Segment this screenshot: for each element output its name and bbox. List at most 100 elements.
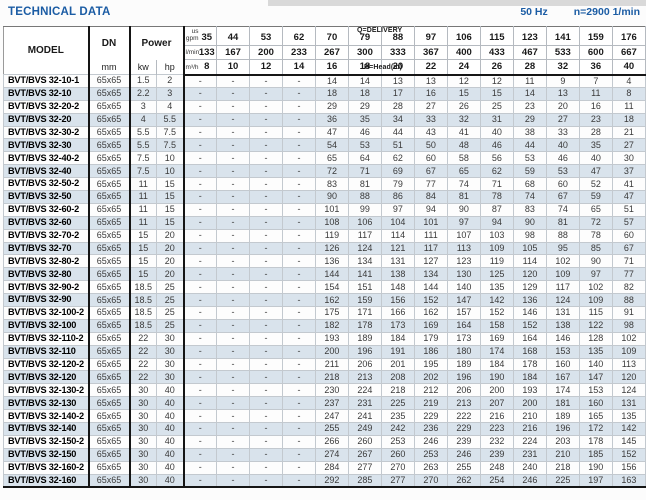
delivery-value: 167 xyxy=(216,45,250,60)
kw-cell: 15 xyxy=(129,267,157,282)
head-cell: 153 xyxy=(545,344,580,359)
model-cell: BVT/BVS 32-120 xyxy=(3,370,90,385)
head-cell: 109 xyxy=(578,293,613,308)
model-cell: BVT/BVS 32-130 xyxy=(3,396,90,411)
head-cell: 152 xyxy=(512,318,547,333)
power-column-header: Power xyxy=(129,26,185,60)
kw-unit-header: kw xyxy=(129,59,157,75)
head-cell: - xyxy=(248,138,283,153)
hp-cell: 20 xyxy=(155,241,185,256)
head-cell: - xyxy=(183,370,217,385)
hp-cell: 25 xyxy=(155,306,185,320)
head-cell: 193 xyxy=(314,331,349,346)
table-row: BVT/BVS 32-70-2 65x65 15 20- - - -119 117 114 111… xyxy=(3,228,646,243)
head-cell: - xyxy=(248,151,283,166)
head-cell: - xyxy=(216,254,250,269)
hp-cell: 40 xyxy=(155,460,185,475)
head-cell: - xyxy=(281,164,316,179)
table-row: BVT/BVS 32-20 65x65 4 5.5- - - -36 35 34 33 32 31 29… xyxy=(3,112,646,127)
delivery-value: l/min 133 xyxy=(183,45,217,60)
delivery-value: 267 xyxy=(314,45,349,60)
head-cell: - xyxy=(281,74,316,88)
head-cell: 102 xyxy=(611,331,646,346)
head-cell: 229 xyxy=(413,409,448,424)
head-cell: 131 xyxy=(611,396,646,411)
head-cell: 124 xyxy=(611,383,646,398)
head-cell: 157 xyxy=(446,306,481,320)
head-cell: 71 xyxy=(347,164,382,179)
head-cell: 162 xyxy=(413,306,448,320)
hp-cell: 7.5 xyxy=(155,125,185,140)
head-cell: 230 xyxy=(314,383,349,398)
head-cell: 237 xyxy=(314,396,349,411)
head-cell: - xyxy=(183,177,217,192)
hp-cell: 40 xyxy=(155,473,185,488)
head-cell: 65 xyxy=(314,151,349,166)
delivery-value: 667 xyxy=(611,45,646,60)
head-cell: 117 xyxy=(413,241,448,256)
head-cell: 140 xyxy=(578,357,613,372)
head-cell: - xyxy=(281,306,316,320)
head-cell: - xyxy=(281,151,316,166)
head-cell: 164 xyxy=(512,331,547,346)
head-cell: 168 xyxy=(512,344,547,359)
head-cell: - xyxy=(281,280,316,295)
head-cell: - xyxy=(183,151,217,166)
delivery-value: 20 xyxy=(380,59,415,76)
head-cell: - xyxy=(216,267,250,282)
head-cell: 40 xyxy=(479,125,514,140)
head-cell: 247 xyxy=(314,409,349,424)
head-cell: 178 xyxy=(578,434,613,449)
head-cell: - xyxy=(248,383,283,398)
head-cell: 254 xyxy=(479,473,514,488)
head-cell: 181 xyxy=(545,396,580,411)
head-cell: 14 xyxy=(314,74,349,88)
head-cell: 106 xyxy=(347,215,382,230)
head-cell: 270 xyxy=(380,460,415,475)
delivery-value: 200 xyxy=(248,45,283,60)
head-cell: - xyxy=(248,344,283,359)
head-cell: 36 xyxy=(314,112,349,127)
table-row: BVT/BVS 32-140 65x65 30 40- - - -255 249 242 236 2… xyxy=(3,422,646,436)
hp-cell: 25 xyxy=(155,318,185,333)
head-cell: 213 xyxy=(347,370,382,385)
table-row: BVT/BVS 32-10-1 65x65 1.5 2- - - -14 14 13 13 12 12… xyxy=(3,74,646,88)
head-cell: 47 xyxy=(611,190,646,204)
head-cell: 117 xyxy=(545,280,580,295)
head-cell: 242 xyxy=(380,422,415,436)
head-cell: - xyxy=(248,293,283,308)
head-cell: 200 xyxy=(479,383,514,398)
head-cell: 166 xyxy=(380,306,415,320)
head-cell: 57 xyxy=(611,215,646,230)
head-cell: 59 xyxy=(578,190,613,204)
head-cell: 144 xyxy=(314,267,349,282)
head-cell: 40 xyxy=(578,151,613,166)
head-cell: 35 xyxy=(578,138,613,153)
head-cell: 189 xyxy=(446,357,481,372)
head-cell: - xyxy=(216,357,250,372)
table-row: BVT/BVS 32-160 65x65 30 40- - - -292 285 277 270 2… xyxy=(3,473,646,488)
head-cell: 206 xyxy=(446,383,481,398)
head-cell: 164 xyxy=(446,318,481,333)
head-cell: 101 xyxy=(314,202,349,217)
hp-cell: 40 xyxy=(155,434,185,449)
dn-cell: 65x65 xyxy=(88,177,131,192)
head-cell: 69 xyxy=(380,164,415,179)
model-cell: BVT/BVS 32-160-2 xyxy=(3,460,90,475)
model-cell: BVT/BVS 32-90 xyxy=(3,293,90,308)
head-cell: 60 xyxy=(545,177,580,192)
table-row: BVT/BVS 32-50 65x65 11 15- - - -90 88 86 84 81 78 74… xyxy=(3,190,646,204)
head-cell: 104 xyxy=(380,215,415,230)
table-row: BVT/BVS 32-130 65x65 30 40- - - -237 231 225 219 2… xyxy=(3,396,646,411)
head-cell: - xyxy=(248,434,283,449)
dn-cell: 65x65 xyxy=(88,228,131,243)
head-cell: - xyxy=(248,280,283,295)
head-cell: 145 xyxy=(611,434,646,449)
head-cell: 144 xyxy=(413,280,448,295)
head-cell: - xyxy=(183,318,217,333)
head-cell: - xyxy=(183,202,217,217)
head-cell: - xyxy=(216,228,250,243)
head-cell: - xyxy=(248,318,283,333)
head-cell: - xyxy=(248,396,283,411)
kw-cell: 30 xyxy=(129,447,157,462)
